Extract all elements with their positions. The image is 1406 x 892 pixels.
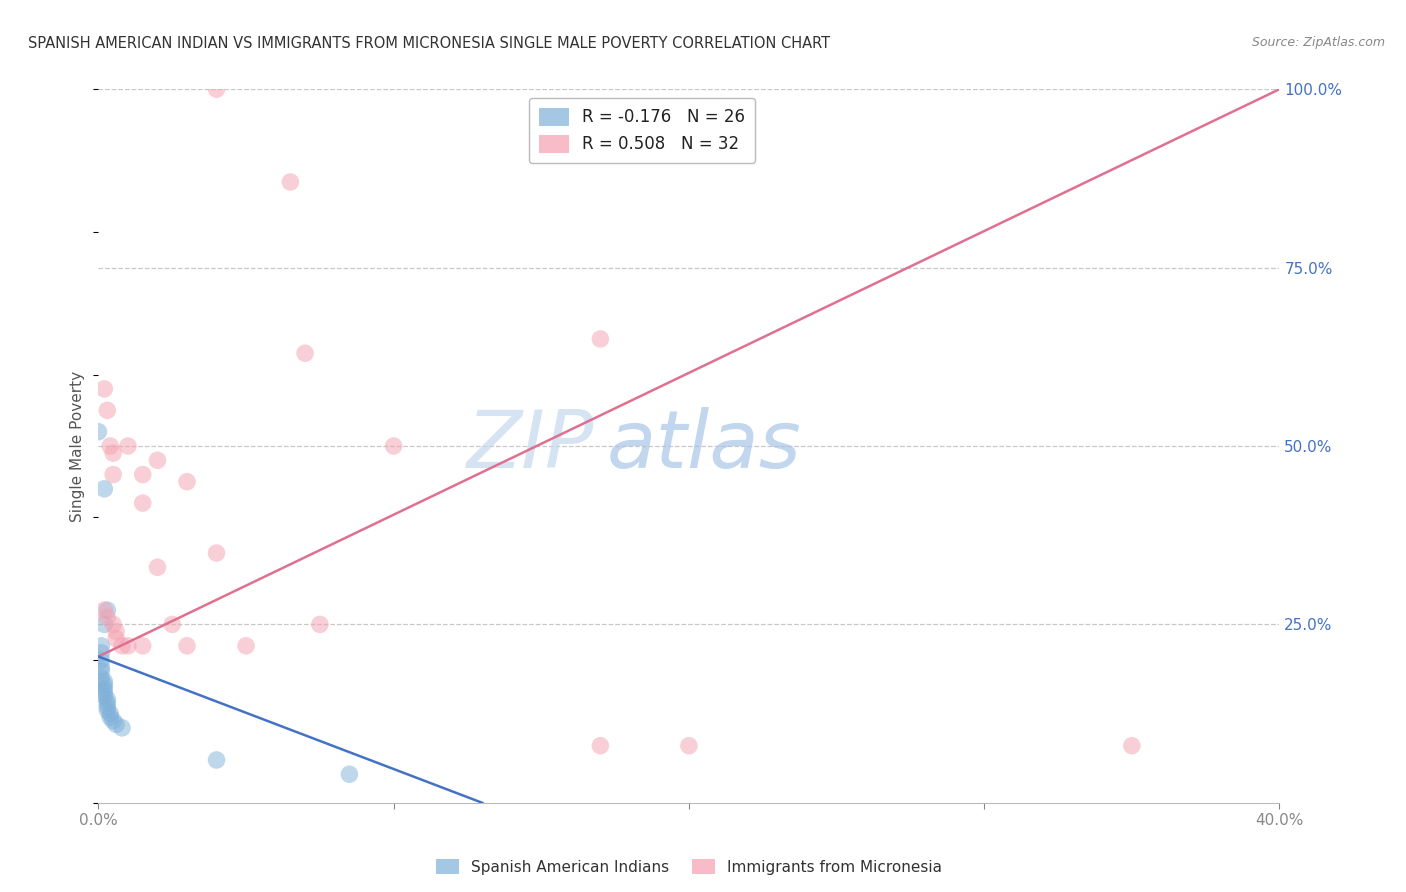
Point <box>90 646 112 660</box>
Point <box>162 617 183 632</box>
Point <box>117 639 139 653</box>
Point <box>90 664 112 678</box>
Point <box>382 439 405 453</box>
Point <box>98 706 121 721</box>
Point <box>1121 739 1143 753</box>
Text: SPANISH AMERICAN INDIAN VS IMMIGRANTS FROM MICRONESIA SINGLE MALE POVERTY CORREL: SPANISH AMERICAN INDIAN VS IMMIGRANTS FR… <box>28 36 831 51</box>
Point <box>98 439 121 453</box>
Point <box>339 767 361 781</box>
Point <box>132 467 155 482</box>
Y-axis label: Single Male Poverty: Single Male Poverty <box>70 370 86 522</box>
Point <box>90 671 112 685</box>
Point <box>93 678 115 692</box>
Point <box>105 717 128 731</box>
Point <box>105 632 128 646</box>
Point <box>678 739 700 753</box>
Point <box>103 446 125 460</box>
Point <box>93 603 115 617</box>
Point <box>103 617 125 632</box>
Point <box>93 482 115 496</box>
Point <box>96 696 118 710</box>
Point <box>111 639 134 653</box>
Point <box>205 82 228 96</box>
Text: Source: ZipAtlas.com: Source: ZipAtlas.com <box>1251 36 1385 49</box>
Point <box>205 546 228 560</box>
Point <box>294 346 316 360</box>
Point <box>96 692 118 706</box>
Point <box>93 681 115 696</box>
Point <box>280 175 302 189</box>
Point <box>93 382 115 396</box>
Point <box>96 403 118 417</box>
Point <box>589 332 612 346</box>
Point <box>93 617 115 632</box>
Point <box>117 439 139 453</box>
Point <box>309 617 332 632</box>
Point <box>235 639 257 653</box>
Point <box>93 674 115 689</box>
Point <box>176 475 198 489</box>
Point <box>93 685 115 699</box>
Point <box>132 496 155 510</box>
Point <box>90 653 112 667</box>
Point <box>87 425 110 439</box>
Point <box>90 639 112 653</box>
Point <box>93 689 115 703</box>
Legend: Spanish American Indians, Immigrants from Micronesia: Spanish American Indians, Immigrants fro… <box>430 853 948 880</box>
Point <box>146 453 169 467</box>
Point <box>132 639 155 653</box>
Point <box>96 703 118 717</box>
Point <box>103 714 125 728</box>
Point <box>205 753 228 767</box>
Text: atlas: atlas <box>606 407 801 485</box>
Point <box>589 739 612 753</box>
Point <box>111 721 134 735</box>
Point <box>105 624 128 639</box>
Point <box>176 639 198 653</box>
Point <box>90 660 112 674</box>
Point <box>98 710 121 724</box>
Text: ZIP: ZIP <box>467 407 595 485</box>
Point <box>96 610 118 624</box>
Point <box>96 699 118 714</box>
Point <box>146 560 169 574</box>
Point <box>96 603 118 617</box>
Point <box>103 467 125 482</box>
